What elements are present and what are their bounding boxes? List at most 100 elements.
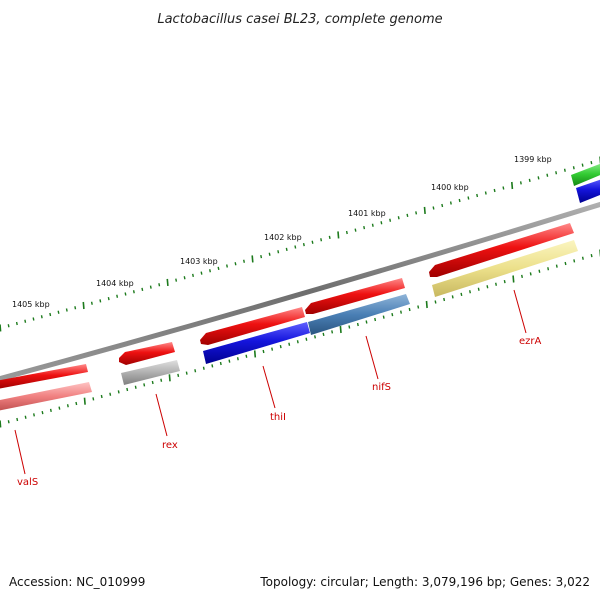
minor-tick <box>320 238 323 242</box>
minor-tick <box>192 273 194 278</box>
minor-tick <box>66 404 69 408</box>
minor-tick <box>432 206 435 210</box>
minor-tick <box>57 310 60 314</box>
major-tick <box>423 206 426 214</box>
gene-feature[interactable] <box>0 364 88 389</box>
minor-tick <box>151 380 154 385</box>
minor-tick <box>177 373 180 378</box>
minor-tick <box>389 218 392 222</box>
major-tick <box>82 301 85 310</box>
minor-tick <box>391 312 394 317</box>
minor-tick <box>260 254 263 259</box>
minor-tick <box>158 283 161 287</box>
gene-feature[interactable] <box>305 278 405 314</box>
minor-tick <box>590 253 593 258</box>
minor-tick <box>363 225 366 230</box>
minor-tick <box>528 178 531 183</box>
minor-tick <box>406 213 409 218</box>
minor-tick <box>573 259 576 263</box>
minor-tick <box>149 285 152 289</box>
minor-tick <box>33 413 35 417</box>
gene-feature[interactable] <box>576 178 600 203</box>
minor-tick <box>314 335 316 339</box>
gene-feature[interactable] <box>308 294 410 335</box>
minor-tick <box>236 357 239 361</box>
minor-tick <box>476 193 479 198</box>
minor-tick <box>467 196 470 200</box>
kbp-label-1399: 1399 kbp <box>514 155 552 164</box>
minor-tick <box>417 305 420 309</box>
outer-tick-ring <box>0 156 600 332</box>
minor-tick <box>296 340 299 344</box>
minor-tick <box>572 166 575 170</box>
gene-feature[interactable] <box>200 307 305 345</box>
minor-tick <box>477 287 480 291</box>
minor-tick <box>226 264 228 268</box>
kbp-label-1403: 1403 kbp <box>180 257 218 266</box>
gene-feature[interactable] <box>429 223 574 277</box>
major-tick <box>166 278 169 286</box>
minor-tick <box>74 306 77 310</box>
gene-label-thiI[interactable]: thiI <box>270 412 286 423</box>
major-tick <box>0 420 2 428</box>
gene-label-nifS[interactable]: nifS <box>372 382 391 393</box>
minor-tick <box>200 271 203 275</box>
minor-tick <box>100 394 103 399</box>
minor-tick <box>109 392 112 396</box>
minor-tick <box>262 349 265 354</box>
minor-tick <box>107 296 110 301</box>
minor-tick <box>519 181 522 185</box>
minor-tick <box>65 308 68 312</box>
minor-tick <box>460 292 463 297</box>
kbp-label-1404: 1404 kbp <box>96 279 134 288</box>
major-tick <box>339 325 342 334</box>
minor-tick <box>90 301 93 305</box>
minor-tick <box>495 282 497 286</box>
minor-tick <box>484 191 487 195</box>
minor-tick <box>209 269 211 273</box>
gene-label-ezrA[interactable]: ezrA <box>519 336 542 347</box>
minor-tick <box>311 240 314 244</box>
minor-tick <box>305 337 308 341</box>
minor-tick <box>92 397 95 401</box>
gene-feature[interactable] <box>121 360 180 385</box>
minor-tick <box>228 359 231 363</box>
gene-feature[interactable] <box>119 342 175 365</box>
major-tick <box>512 275 515 283</box>
gene-label-rex[interactable]: rex <box>162 440 178 451</box>
minor-tick <box>521 274 523 279</box>
minor-tick <box>183 276 186 280</box>
minor-tick <box>434 300 437 304</box>
minor-tick <box>503 279 506 284</box>
minor-tick <box>371 223 374 227</box>
reverse-strand-genes <box>0 178 600 411</box>
minor-tick <box>219 361 222 366</box>
minor-tick <box>117 390 120 394</box>
minor-tick <box>537 176 540 180</box>
minor-tick <box>400 310 402 314</box>
minor-tick <box>374 317 377 322</box>
minor-tick <box>451 295 454 299</box>
minor-tick <box>175 278 178 282</box>
minor-tick <box>331 330 334 334</box>
minor-tick <box>469 290 471 294</box>
minor-tick <box>294 245 297 249</box>
gene-feature[interactable] <box>203 322 310 364</box>
minor-tick <box>116 294 119 298</box>
minor-tick <box>234 262 237 266</box>
map-title: Lactobacillus casei BL23, complete genom… <box>157 12 442 27</box>
minor-tick <box>271 347 274 351</box>
kbp-label-1400: 1400 kbp <box>431 183 469 192</box>
major-tick <box>168 374 171 382</box>
gene-feature[interactable] <box>0 382 92 411</box>
gene-feature[interactable] <box>432 240 578 297</box>
minor-tick <box>581 163 584 167</box>
minor-tick <box>15 321 18 326</box>
minor-tick <box>32 317 35 321</box>
gene-feature[interactable] <box>571 162 600 186</box>
minor-tick <box>356 322 359 327</box>
major-tick <box>337 231 340 239</box>
gene-label-valS[interactable]: valS <box>17 477 38 488</box>
minor-tick <box>538 269 541 273</box>
minor-tick <box>194 369 197 373</box>
